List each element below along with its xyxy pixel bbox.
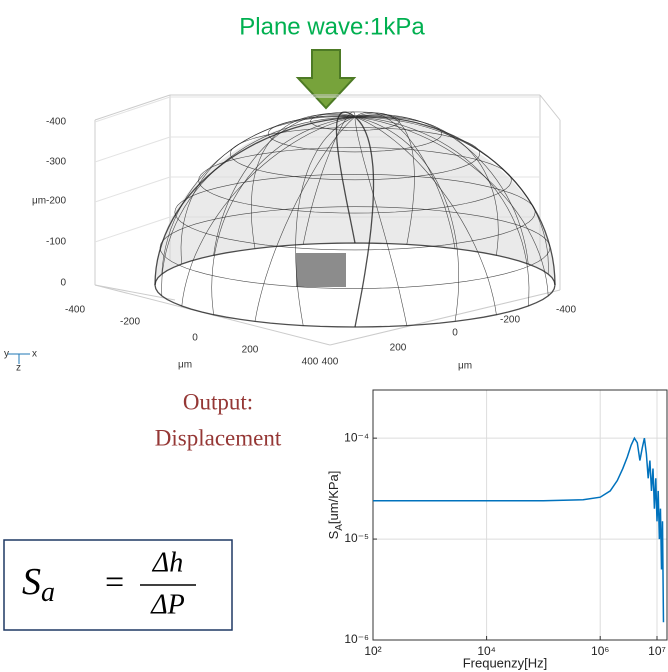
y-tick-label: -400	[556, 305, 576, 316]
x-tick-label: 200	[242, 345, 259, 356]
x-tick-label: 400	[302, 357, 319, 368]
y-tick-label: 10⁻⁶	[344, 632, 369, 646]
box-grid	[95, 177, 170, 202]
arrow-shape	[298, 50, 354, 108]
arrow	[298, 50, 354, 108]
figure: Plane wave:1kPa -400-300-200-1000μm-400-…	[0, 0, 668, 672]
x-tick-label: -200	[120, 317, 140, 328]
box-edge	[540, 95, 560, 120]
y-tick-label: 400	[322, 357, 339, 368]
dome-plot: -400 -300 -200 -100 0 μm -400 -200 0 200 400 μm 400 2…	[4, 95, 576, 374]
x-axis-label: Frequenzy[Hz]	[463, 655, 548, 670]
z-tick-label: -200	[46, 196, 66, 207]
ylabel-main: S	[326, 530, 341, 539]
box-edge	[330, 290, 560, 345]
formula-den: ΔP	[150, 589, 185, 620]
x-tick-label: 0	[192, 333, 198, 344]
z-tick-label: -100	[46, 237, 66, 248]
y-unit: μm	[458, 361, 472, 372]
inner-block	[296, 253, 346, 287]
triad-x: x	[32, 349, 37, 360]
y-tick-label: 10⁻⁴	[344, 430, 369, 444]
page: Plane wave:1kPa -400-300-200-1000μm-400-…	[0, 0, 668, 672]
formula-num: Δh	[152, 547, 183, 578]
z-tick-label: -400	[46, 117, 66, 128]
x-unit: μm	[178, 360, 192, 371]
z-tick-label: 0	[60, 278, 66, 289]
dome-parallel	[155, 243, 555, 327]
output-line1: Output:	[183, 389, 253, 414]
y-axis-label: SA[um/KPa]	[326, 471, 344, 540]
x-tick-label: 10⁶	[591, 644, 609, 658]
x-tick-label: 10²	[364, 644, 381, 658]
triad-y: y	[4, 349, 9, 360]
x-tick-label: -400	[65, 305, 85, 316]
y-tick-label: 200	[390, 343, 407, 354]
ylabel-unit: [um/KPa]	[326, 471, 341, 524]
y-tick-label: -200	[500, 315, 520, 326]
z-unit: μm	[32, 196, 46, 207]
output-line2: Displacement	[155, 425, 282, 450]
box-grid	[95, 97, 170, 122]
headline: Plane wave:1kPa	[239, 13, 425, 40]
box-edge	[95, 285, 175, 300]
triad-z: z	[16, 363, 21, 374]
lhs: S	[22, 561, 41, 603]
y-tick-label: 10⁻⁵	[344, 531, 369, 545]
plot-area	[373, 390, 667, 640]
z-tick-label: -300	[46, 157, 66, 168]
box-grid	[95, 137, 170, 162]
y-tick-label: 0	[452, 328, 458, 339]
box-grid	[95, 217, 170, 242]
formula: Sa = Δh ΔP	[22, 547, 196, 620]
formula-lhs: Sa	[22, 561, 55, 609]
x-tick-label: 10⁷	[648, 644, 666, 658]
lhs-sub: a	[41, 577, 55, 608]
formula-eq: =	[105, 564, 124, 601]
box-edge	[95, 95, 170, 120]
